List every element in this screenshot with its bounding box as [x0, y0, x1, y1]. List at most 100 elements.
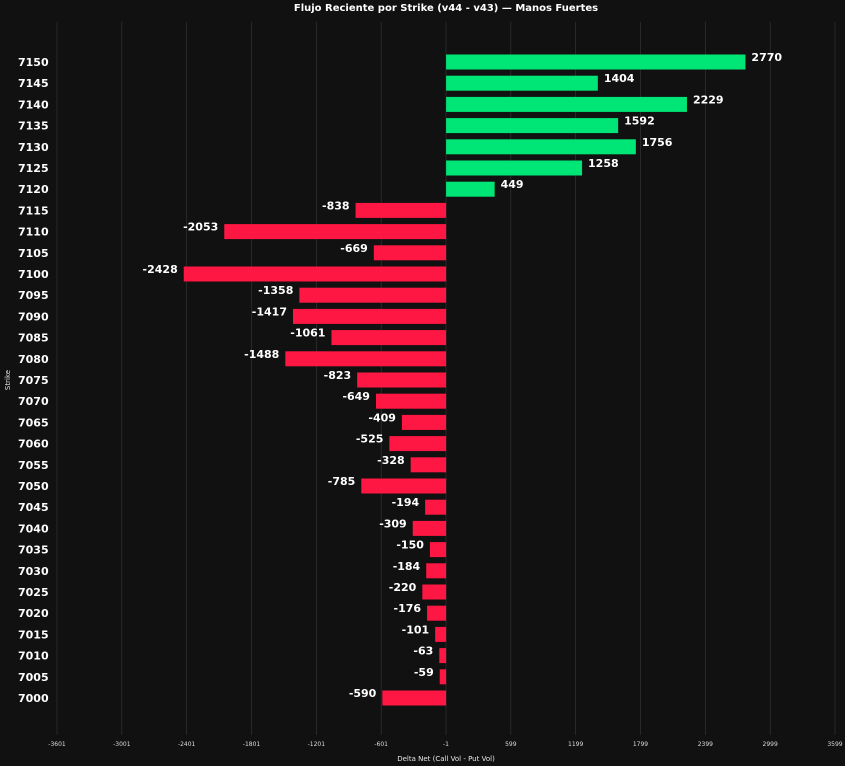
y-tick-label: 7150 — [18, 56, 49, 69]
data-label: 2770 — [751, 51, 782, 64]
x-tick-label: -601 — [374, 741, 388, 748]
data-label: -2053 — [183, 221, 218, 234]
data-label: -1417 — [252, 305, 287, 318]
bar-7025 — [422, 584, 447, 600]
y-tick-label: 7015 — [18, 628, 49, 641]
bar-7110 — [224, 224, 447, 240]
bar-7090 — [292, 308, 447, 324]
bar-7075 — [357, 372, 447, 388]
y-tick-label: 7010 — [18, 650, 49, 663]
bar-7010 — [439, 648, 447, 664]
data-label: -2428 — [143, 263, 178, 276]
bar-7115 — [355, 202, 447, 218]
bar-7015 — [435, 626, 447, 642]
bar-7020 — [427, 605, 447, 621]
y-tick-label: 7145 — [18, 77, 49, 90]
bar-7040 — [412, 520, 447, 536]
y-tick-label: 7050 — [18, 480, 49, 493]
x-tick-label: -1801 — [243, 741, 261, 748]
data-label: -63 — [413, 645, 433, 658]
bar-7130 — [446, 139, 636, 155]
data-label: -184 — [393, 560, 421, 573]
bar-7120 — [446, 181, 495, 197]
y-axis-label: Strike — [4, 370, 12, 390]
y-tick-label: 7075 — [18, 374, 49, 387]
y-tick-label: 7095 — [18, 289, 49, 302]
data-label: -220 — [389, 581, 417, 594]
y-tick-label: 7020 — [18, 607, 49, 620]
data-label: 2229 — [693, 93, 724, 106]
bar-7125 — [446, 160, 583, 176]
x-tick-label: 1799 — [633, 741, 648, 748]
bar-7085 — [331, 330, 447, 346]
bar-7145 — [446, 75, 598, 91]
y-tick-label: 7060 — [18, 438, 49, 451]
y-tick-label: 7130 — [18, 141, 49, 154]
data-label: -101 — [402, 623, 430, 636]
bar-7135 — [446, 118, 619, 134]
bar-7000 — [382, 690, 447, 706]
y-tick-label: 7070 — [18, 395, 49, 408]
y-tick-label: 7105 — [18, 247, 49, 260]
data-label: -176 — [394, 602, 422, 615]
data-label: -1358 — [258, 284, 293, 297]
y-tick-label: 7115 — [18, 204, 49, 217]
data-label: -1488 — [244, 348, 279, 361]
y-tick-label: 7055 — [18, 459, 49, 472]
bar-7060 — [389, 436, 447, 452]
y-tick-label: 7035 — [18, 544, 49, 557]
data-label: -328 — [377, 454, 405, 467]
y-tick-label: 7090 — [18, 310, 49, 323]
data-label: -59 — [414, 666, 434, 679]
y-tick-label: 7030 — [18, 565, 49, 578]
data-label: 1592 — [624, 115, 655, 128]
x-tick-labels: -3601 -3001 -2401 -1801 -1201 -601 -1 599 1199 17… — [48, 741, 843, 748]
data-label: -590 — [349, 687, 377, 700]
x-axis-label: Delta Net (Call Vol - Put Vol) — [397, 755, 495, 763]
bar-7140 — [446, 96, 687, 112]
data-label: -838 — [322, 199, 350, 212]
y-tick-label: 7000 — [18, 692, 49, 705]
data-label: 1756 — [642, 136, 673, 149]
data-label: -785 — [328, 475, 356, 488]
y-tick-label: 7135 — [18, 120, 49, 133]
bar-7070 — [375, 393, 447, 409]
y-tick-label: 7080 — [18, 353, 49, 366]
data-labels: 2770 1404 2229 1592 1756 1258 449 -838 -2053 -669… — [143, 51, 783, 700]
x-tick-label: -3001 — [113, 741, 131, 748]
data-label: 1404 — [604, 72, 635, 85]
y-tick-label: 7100 — [18, 268, 49, 281]
x-tick-label: 2399 — [698, 741, 713, 748]
y-tick-label: 7085 — [18, 332, 49, 345]
bar-7050 — [361, 478, 447, 494]
bar-7030 — [426, 563, 447, 579]
bar-7065 — [401, 414, 447, 430]
y-tick-label: 7125 — [18, 162, 49, 175]
x-tick-label: -3601 — [48, 741, 66, 748]
x-tick-label: 2999 — [763, 741, 778, 748]
data-label: -669 — [340, 242, 368, 255]
bar-7100 — [183, 266, 447, 282]
data-label: -194 — [392, 496, 420, 509]
x-tick-label: -1201 — [308, 741, 326, 748]
y-tick-label: 7140 — [18, 98, 49, 111]
data-label: -309 — [379, 517, 407, 530]
chart-title: Flujo Reciente por Strike (v44 - v43) — … — [294, 3, 598, 14]
bar-7095 — [299, 287, 447, 303]
x-tick-label: 599 — [505, 741, 517, 748]
x-tick-label: 3599 — [827, 741, 842, 748]
bar-7150 — [446, 54, 746, 70]
y-tick-label: 7120 — [18, 183, 49, 196]
bar-7035 — [429, 542, 447, 558]
bar-7045 — [425, 499, 447, 515]
bars — [183, 54, 746, 706]
y-tick-label: 7005 — [18, 671, 49, 684]
y-tick-label: 7025 — [18, 586, 49, 599]
y-tick-labels: 7150 7145 7140 7135 7130 7125 7120 7115 7110 7105… — [18, 56, 49, 705]
y-tick-label: 7065 — [18, 416, 49, 429]
data-label: -409 — [368, 411, 396, 424]
data-label: -1061 — [290, 327, 325, 340]
y-tick-label: 7110 — [18, 226, 49, 239]
bar-7005 — [439, 669, 447, 685]
